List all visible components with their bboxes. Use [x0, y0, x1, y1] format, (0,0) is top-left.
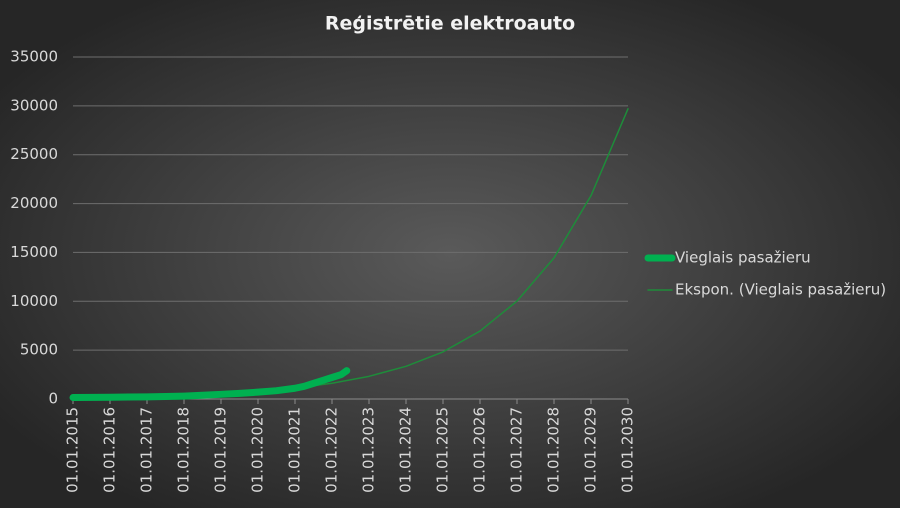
y-tick-label: 25000 — [10, 145, 58, 163]
y-tick-label: 30000 — [10, 96, 58, 114]
y-tick-label: 20000 — [10, 194, 58, 212]
x-tick-label: 01.01.2019 — [212, 407, 230, 493]
y-tick-label: 10000 — [10, 292, 58, 310]
y-tick-label: 15000 — [10, 243, 58, 261]
x-tick-label: 01.01.2021 — [286, 407, 304, 493]
x-tick-label: 01.01.2025 — [434, 407, 452, 493]
chart-title: Reģistrētie elektroauto — [325, 13, 575, 35]
x-tick-label: 01.01.2026 — [471, 407, 489, 493]
y-tick-label: 5000 — [20, 341, 58, 359]
x-tick-label: 01.01.2020 — [249, 407, 267, 493]
x-tick-label: 01.01.2027 — [508, 407, 526, 493]
x-tick-label: 01.01.2018 — [175, 407, 193, 493]
legend-label: Ekspon. (Vieglais pasažieru) — [675, 281, 886, 299]
series-line — [69, 367, 351, 402]
y-tick-label: 0 — [48, 390, 58, 408]
x-tick-label: 01.01.2028 — [545, 407, 563, 493]
x-tick-label: 01.01.2023 — [360, 407, 378, 493]
x-tick-label: 01.01.2015 — [64, 407, 82, 493]
x-tick-label: 01.01.2030 — [619, 407, 637, 493]
x-tick-label: 01.01.2024 — [397, 407, 415, 493]
x-tick-label: 01.01.2029 — [582, 407, 600, 493]
legend-label: Vieglais pasažieru — [675, 249, 811, 267]
x-tick-label: 01.01.2022 — [323, 407, 341, 493]
y-tick-label: 35000 — [10, 48, 58, 66]
x-tick-label: 01.01.2017 — [138, 407, 156, 493]
x-tick-label: 01.01.2016 — [101, 407, 119, 493]
